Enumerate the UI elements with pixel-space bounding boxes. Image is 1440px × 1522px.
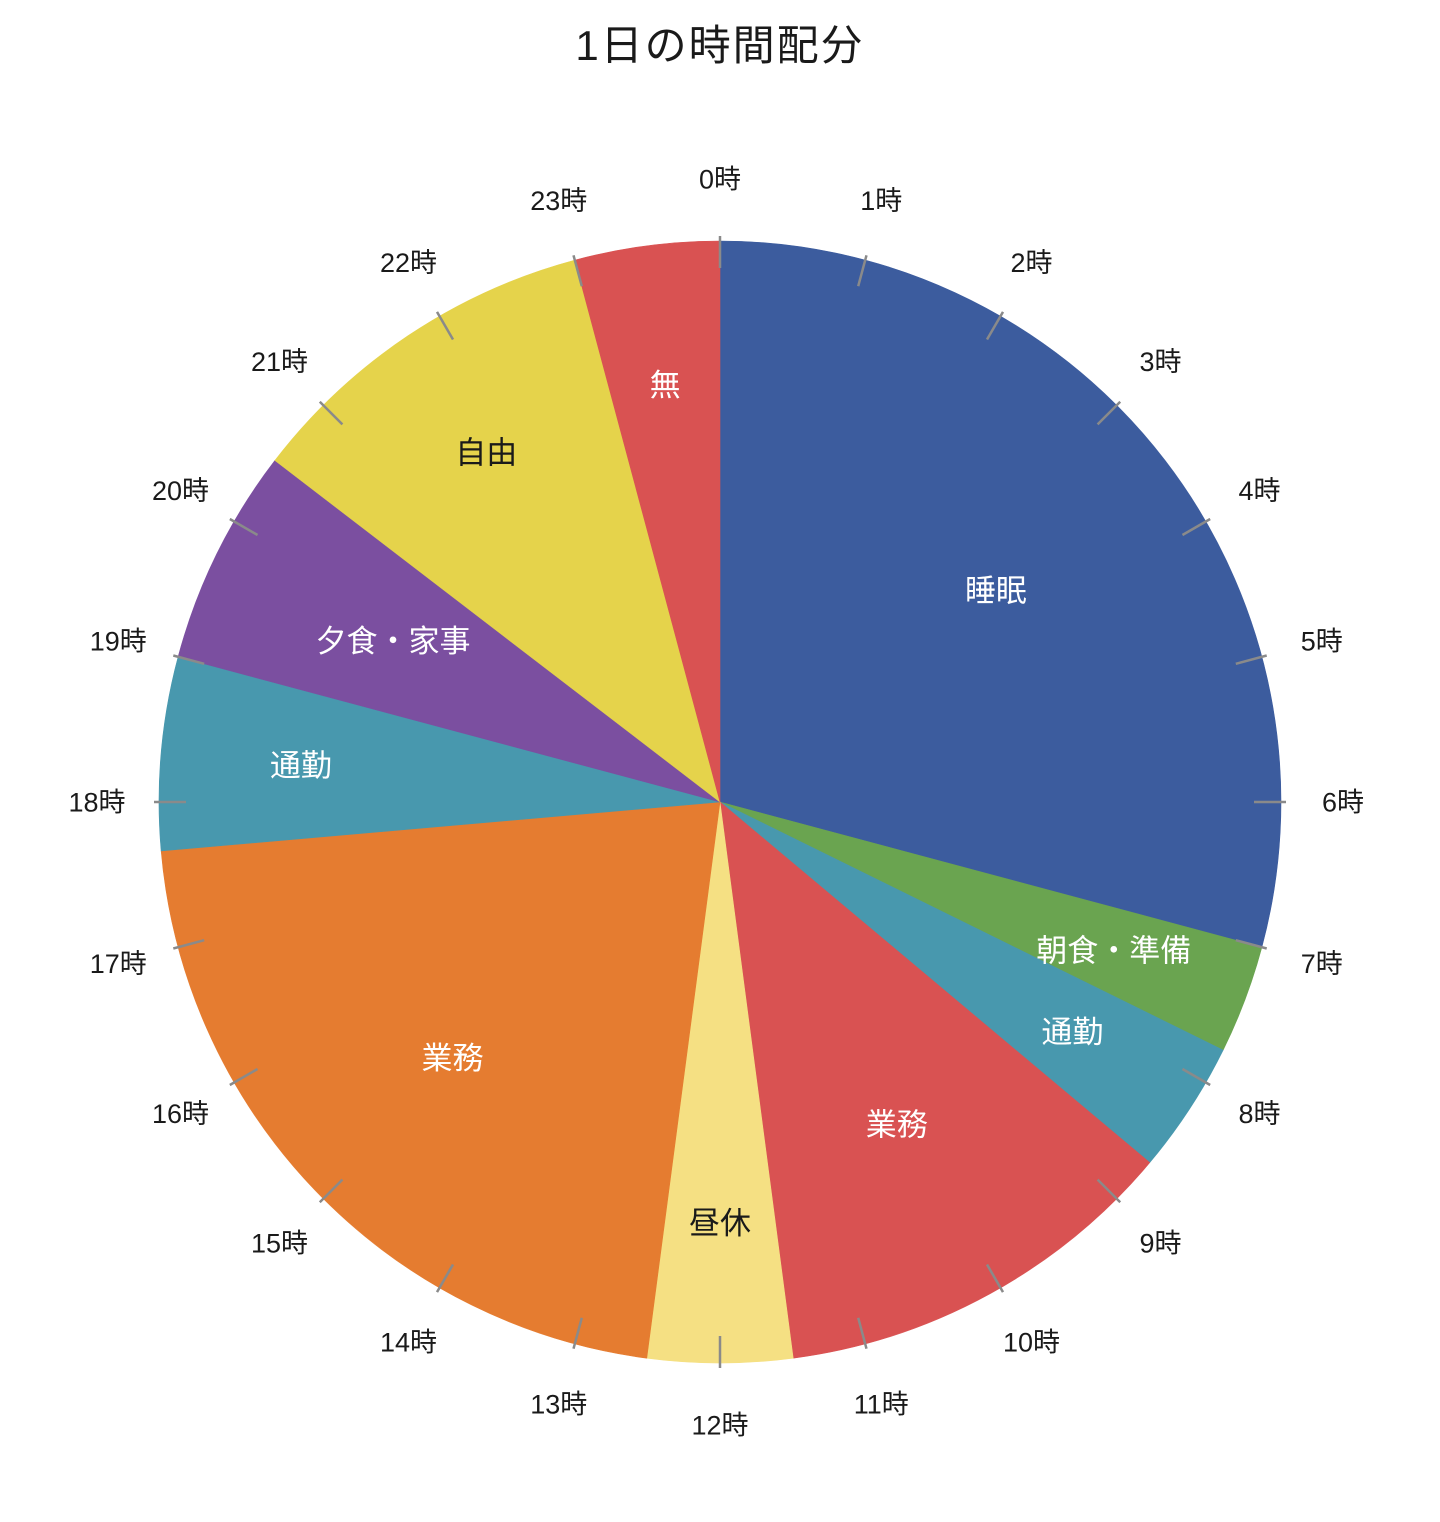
hour-tick xyxy=(229,517,259,537)
hour-label: 13時 xyxy=(530,1389,587,1419)
hour-tick xyxy=(435,311,455,341)
pie-slice xyxy=(719,801,1151,1359)
hour-tick xyxy=(1096,1178,1122,1204)
hour-label: 9時 xyxy=(1140,1228,1182,1258)
hour-tick xyxy=(318,400,344,426)
pie-slice xyxy=(719,240,1282,948)
pie-slice xyxy=(160,801,721,1359)
hour-label: 4時 xyxy=(1239,476,1281,506)
hour-tick xyxy=(172,654,205,665)
hour-tick xyxy=(1181,517,1211,537)
hour-label: 8時 xyxy=(1239,1099,1281,1129)
hour-label: 21時 xyxy=(251,347,308,377)
hour-tick xyxy=(1181,1067,1211,1087)
pie-slice xyxy=(274,259,721,803)
hour-tick xyxy=(1235,654,1268,665)
hour-label: 19時 xyxy=(90,626,147,656)
hour-tick xyxy=(1235,939,1268,950)
hour-label: 17時 xyxy=(90,949,147,979)
hour-label: 3時 xyxy=(1140,347,1182,377)
hour-label: 14時 xyxy=(380,1327,437,1357)
pie-slice xyxy=(158,656,721,852)
slice-label: 業務 xyxy=(866,1107,928,1142)
hour-tick xyxy=(985,311,1005,341)
hour-label: 20時 xyxy=(152,476,209,506)
hour-tick xyxy=(857,254,868,287)
hour-label: 16時 xyxy=(152,1099,209,1129)
hour-tick xyxy=(1096,400,1122,426)
slice-label: 朝食・準備 xyxy=(1036,933,1191,968)
hour-tick xyxy=(985,1263,1005,1293)
hour-label: 10時 xyxy=(1003,1327,1060,1357)
slice-label: 自由 xyxy=(455,435,517,470)
hour-tick xyxy=(857,1317,868,1350)
hour-tick xyxy=(318,1178,344,1204)
slice-label: 睡眠 xyxy=(965,573,1027,608)
slice-label: 通勤 xyxy=(270,748,332,783)
hour-label: 12時 xyxy=(691,1411,748,1441)
hour-label: 2時 xyxy=(1010,248,1052,278)
hour-label: 6時 xyxy=(1322,788,1364,818)
hour-tick xyxy=(435,1263,455,1293)
hour-label: 23時 xyxy=(530,186,587,216)
slice-label: 通勤 xyxy=(1041,1015,1103,1050)
hour-tick xyxy=(172,939,205,950)
slice-label: 業務 xyxy=(422,1041,484,1076)
hour-tick xyxy=(572,1317,583,1350)
hour-label: 22時 xyxy=(380,248,437,278)
hour-label: 0時 xyxy=(699,165,741,195)
hour-tick xyxy=(572,254,583,287)
hour-label: 11時 xyxy=(854,1389,909,1419)
slice-label: 昼休 xyxy=(689,1206,751,1241)
hour-label: 18時 xyxy=(68,788,125,818)
pie-slice xyxy=(177,460,721,803)
hour-label: 7時 xyxy=(1301,949,1343,979)
hour-tick xyxy=(229,1067,259,1087)
hour-label: 1時 xyxy=(860,186,902,216)
hour-label: 15時 xyxy=(251,1228,308,1258)
slice-label: 夕食・家事 xyxy=(315,624,470,659)
hour-label: 5時 xyxy=(1301,626,1343,656)
slice-label: 無 xyxy=(650,368,681,403)
chart-title: 1日の時間配分 xyxy=(575,22,865,69)
